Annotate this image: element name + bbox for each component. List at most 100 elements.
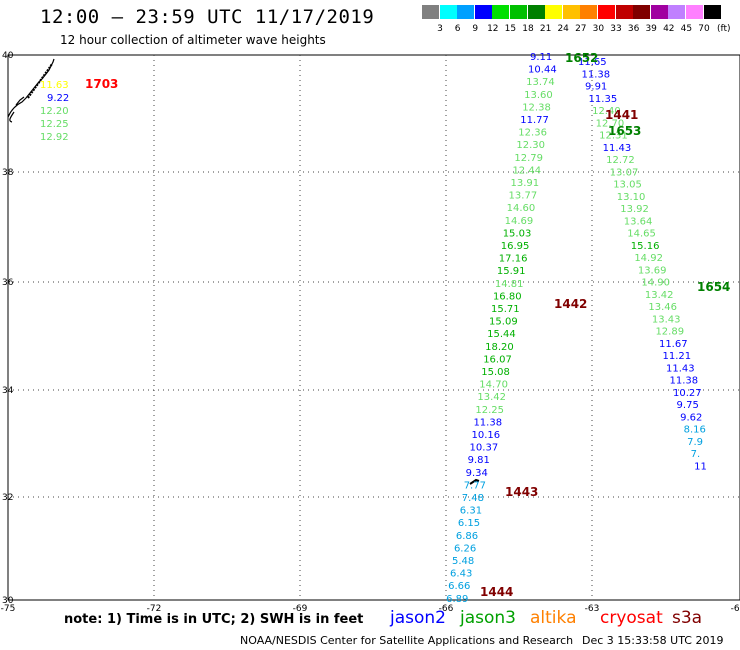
credit-line: NOAA/NESDIS Center for Satellite Applica…	[240, 634, 574, 647]
satellite-altika: altika	[530, 608, 577, 628]
wave-height-value: 13.91	[511, 178, 540, 189]
wave-height-value: 12.20	[40, 106, 69, 117]
wave-height-value: 9.34	[466, 468, 488, 479]
pass-time-label: 1442	[554, 297, 587, 311]
legend-label: 27	[575, 24, 587, 34]
wave-height-value: 13.60	[524, 90, 553, 101]
legend-label: 9	[472, 24, 479, 34]
wave-height-value: 17.16	[499, 254, 528, 265]
wave-height-value: 16.95	[501, 241, 530, 252]
wave-height-value: 16.07	[483, 354, 512, 365]
wave-height-value: 5.48	[452, 556, 474, 567]
legend-swatch	[545, 5, 563, 19]
legend-swatch	[650, 5, 668, 19]
wave-height-value: 11.63	[40, 80, 69, 91]
wave-height-value: 11.43	[603, 143, 632, 154]
legend-swatch	[527, 5, 545, 19]
lat-tick-label: 34	[2, 386, 14, 396]
legend-swatch	[615, 5, 633, 19]
wave-height-value: 13.64	[624, 216, 653, 227]
legend-swatch	[510, 5, 527, 19]
wave-height-value: 11.38	[582, 69, 611, 80]
wave-height-value: 9.81	[468, 455, 490, 466]
wave-height-value: 13.05	[613, 180, 642, 191]
lat-tick-label: 38	[2, 168, 14, 178]
lat-tick-label: 32	[2, 493, 13, 503]
wave-height-value: 15.03	[503, 228, 532, 239]
wave-height-value: 15.09	[489, 317, 518, 328]
page-subtitle: 12 hour collection of altimeter wave hei…	[60, 33, 326, 47]
wave-height-value: 9.62	[680, 412, 702, 423]
wave-height-value: 13.42	[645, 290, 674, 301]
wave-height-value: 13.46	[648, 302, 677, 313]
lon-tick-label: -75	[1, 604, 16, 614]
wave-height-value: 14.92	[634, 253, 663, 264]
coast-track-segment	[27, 63, 53, 99]
wave-height-value: 14.65	[627, 229, 656, 240]
generated-timestamp: Dec 3 15:33:58 UTC 2019	[582, 634, 724, 647]
wave-height-value: 15.08	[481, 367, 510, 378]
satellite-jason3: jason3	[460, 608, 516, 628]
wave-height-value: 13.42	[477, 392, 506, 403]
wave-height-value: 7.48	[462, 493, 484, 504]
legend-label: 42	[663, 24, 675, 34]
lat-tick-label: 30	[2, 596, 14, 606]
pass-time-label: 1654	[697, 280, 730, 294]
wave-height-value: 7.	[691, 449, 701, 460]
legend-swatch	[422, 5, 439, 19]
wave-height-value: 6.15	[458, 518, 480, 529]
wave-height-value: 6.31	[460, 506, 482, 517]
lat-tick-label: 40	[2, 51, 14, 61]
wave-height-value: 12.36	[518, 128, 547, 139]
pass-time-label: 1444	[480, 585, 513, 599]
wave-height-value: 12.44	[512, 165, 541, 176]
legend-label: 3	[437, 24, 443, 34]
lat-lon-grid	[8, 55, 740, 600]
lon-tick-label: -60	[731, 604, 740, 614]
legend-label: 6	[454, 24, 461, 34]
legend-swatch	[686, 5, 703, 19]
lon-tick-label: -69	[293, 604, 308, 614]
legend-swatch	[598, 5, 615, 19]
legend-swatch	[492, 5, 510, 19]
legend-swatch	[668, 5, 686, 19]
legend-swatch	[580, 5, 598, 19]
satellite-cryosat: cryosat	[600, 608, 663, 628]
wave-height-value: 11.67	[659, 339, 688, 350]
wave-height-value: 16.80	[493, 291, 522, 302]
satellite-jason2: jason2	[390, 608, 446, 628]
wave-height-value: 12.25	[40, 119, 69, 130]
legend-label: 33	[610, 24, 622, 34]
wave-height-value: 14.70	[479, 380, 508, 391]
legend-label: 70	[698, 24, 710, 34]
pass-time-label: 1443	[505, 485, 538, 499]
wave-height-value: 13.69	[638, 265, 667, 276]
wave-height-value: 10.37	[470, 443, 499, 454]
wave-height-value: 12.30	[516, 140, 545, 151]
wave-height-value: 13.92	[620, 204, 649, 215]
wave-height-value: 11.35	[589, 94, 618, 105]
wave-height-value: 10.27	[673, 388, 702, 399]
legend-swatch	[457, 5, 475, 19]
legend-swatch	[703, 5, 721, 19]
legend-swatch	[562, 5, 580, 19]
wave-height-value: 6.26	[454, 543, 476, 554]
wave-height-value: 9.22	[47, 93, 69, 104]
footer-note: note: 1) Time is in UTC; 2) SWH is in fe…	[64, 612, 364, 627]
legend-label: 45	[680, 24, 693, 34]
wave-height-value: 6.86	[456, 531, 478, 542]
wave-height-value: 12.89	[655, 327, 684, 338]
legend-label: 15	[504, 24, 517, 34]
wave-height-value: 11.21	[662, 351, 691, 362]
wave-height-value: 9.75	[677, 400, 699, 411]
axis-labels: -75 -72 -69 -66 -63 -60 40 38 36 34 32 30	[1, 51, 740, 614]
wave-height-value: 11.43	[666, 363, 695, 374]
wave-height-value: 12.25	[475, 405, 504, 416]
page-title: 12:00 – 23:59 UTC 11/17/2019	[40, 6, 375, 28]
pass-time-label: 1653	[608, 124, 641, 138]
wave-height-value: 15.16	[631, 241, 660, 252]
wave-height-value: 12.38	[522, 102, 551, 113]
wave-height-value: 7.77	[464, 480, 486, 491]
wave-height-value: 18.20	[485, 342, 514, 353]
